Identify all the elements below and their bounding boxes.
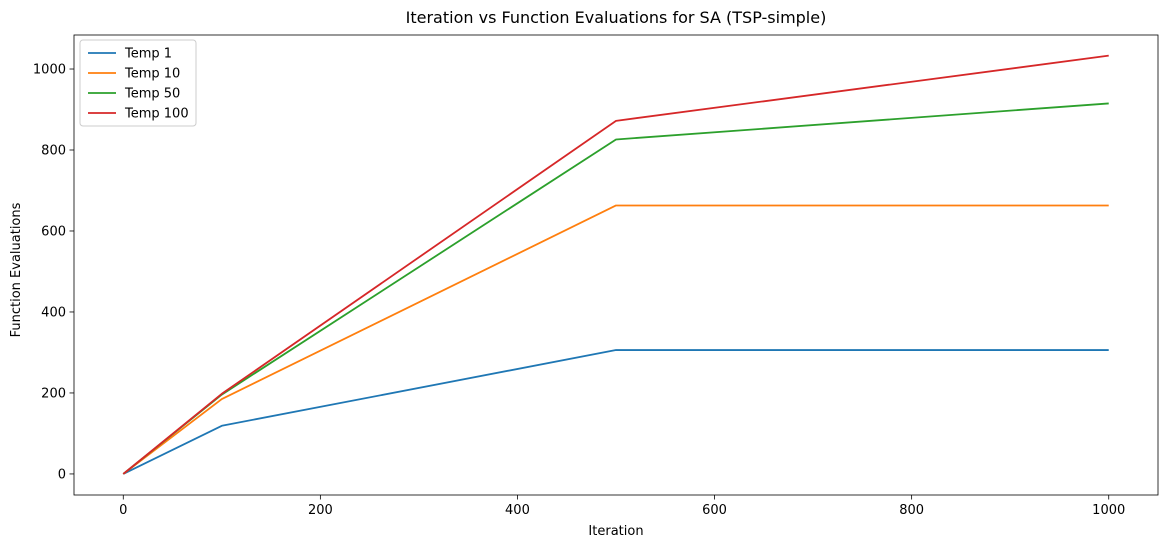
y-tick-label: 400	[41, 305, 66, 320]
y-axis: 0 200 400 600 800 1000	[33, 63, 74, 482]
y-tick-label: 200	[41, 386, 66, 401]
plot-frame	[73, 34, 1159, 496]
x-tick-label: 1000	[1092, 503, 1125, 518]
y-tick-label: 1000	[33, 63, 66, 78]
chart-title: Iteration vs Function Evaluations for SA…	[406, 8, 827, 27]
plot-area	[73, 34, 1159, 496]
x-axis-label: Iteration	[588, 524, 643, 539]
x-tick-label: 200	[308, 503, 333, 518]
legend-label-temp-100: Temp 100	[124, 107, 189, 122]
legend-box	[79, 39, 197, 127]
y-tick-label: 600	[41, 224, 66, 239]
series-lines	[122, 54, 1109, 475]
y-tick-label: 800	[41, 144, 66, 159]
y-axis-label: Function Evaluations	[9, 202, 24, 337]
x-axis: 0 200 400 600 800 1000	[119, 495, 1125, 518]
y-tick-label: 0	[58, 467, 66, 482]
series-line-temp-100	[122, 54, 1109, 475]
series-line-temp-10	[122, 204, 1109, 475]
x-tick-label: 400	[505, 503, 530, 518]
legend-label-temp-1: Temp 1	[124, 47, 172, 62]
legend-label-temp-50: Temp 50	[124, 87, 180, 102]
x-tick-label: 800	[899, 503, 924, 518]
x-tick-label: 0	[119, 503, 127, 518]
x-tick-label: 600	[702, 503, 727, 518]
series-line-temp-1	[122, 349, 1109, 475]
legend-label-temp-10: Temp 10	[124, 67, 180, 82]
legend: Temp 1 Temp 10 Temp 50 Temp 100	[79, 39, 197, 127]
